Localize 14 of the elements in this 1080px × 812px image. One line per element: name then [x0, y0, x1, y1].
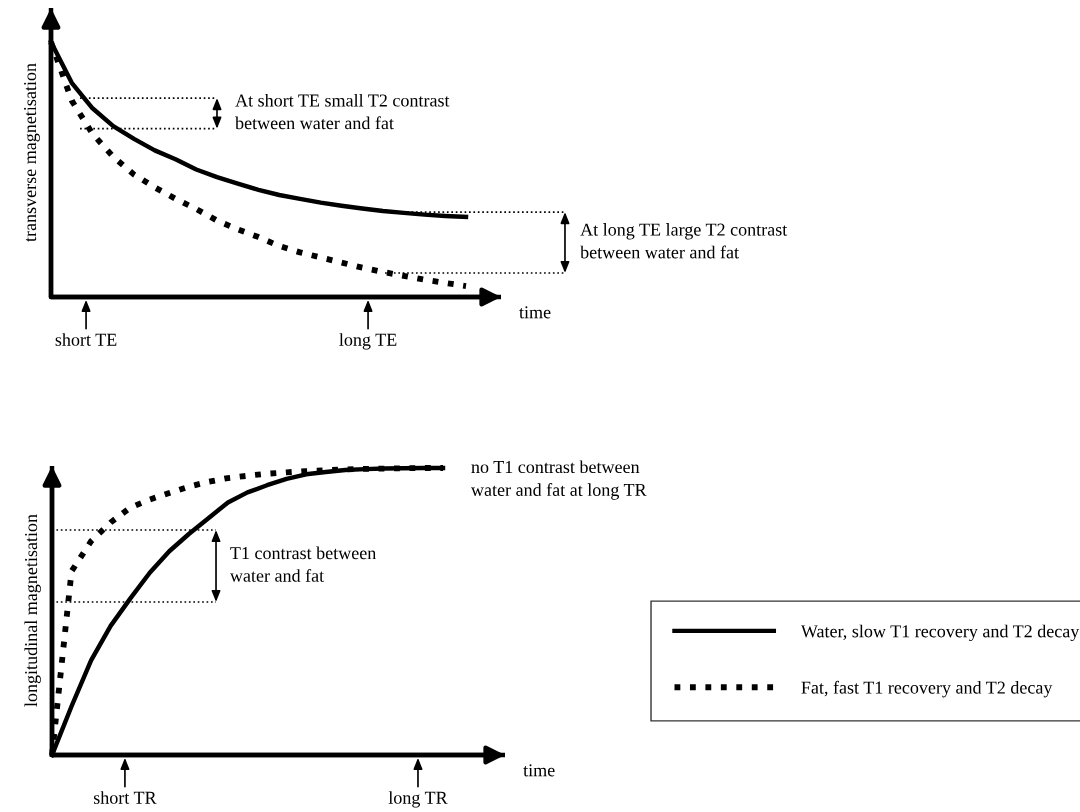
text: short TE [55, 333, 117, 346]
annotation: T1 contrast between water and fat [229, 546, 377, 582]
annotation: At short TE small T2 contrast between water and fat [235, 93, 450, 130]
x-axis-title: time [523, 764, 555, 777]
text: no T1 contrast between water and fat at long TR [470, 460, 647, 500]
x-axis-title: time [519, 306, 551, 319]
y-axis-title: transverse magnetisation [24, 63, 40, 242]
text: At long TE large T2 contrast between water and fat [580, 223, 788, 259]
y-axis-title: longitudinal magnetisation [24, 514, 41, 707]
text: short TR [93, 791, 157, 804]
text: long TR [388, 791, 448, 808]
text: Fat, fast T1 recovery and T2 decay [801, 680, 1053, 698]
text: long TE [339, 333, 397, 350]
text: Water, slow T1 recovery and T2 decay [800, 624, 1080, 642]
